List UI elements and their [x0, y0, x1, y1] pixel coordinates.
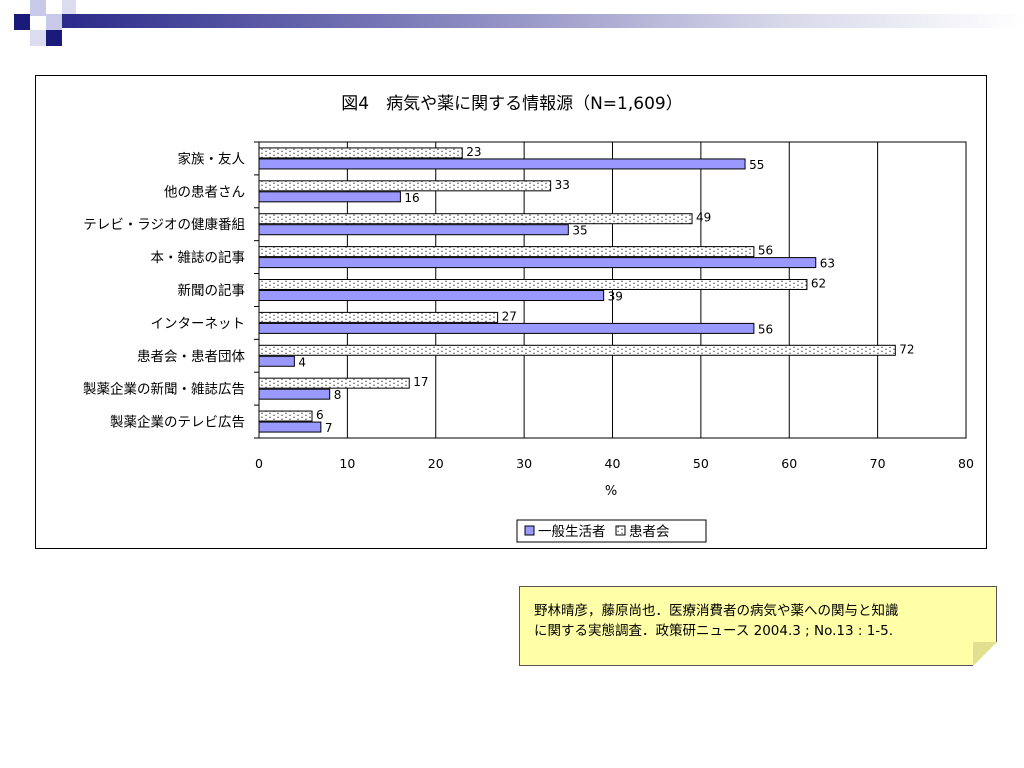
- bar-chart: 図4 病気や薬に関する情報源（N=1,609） 0 10 20 30 40 50 60 70 8…: [83, 94, 974, 543]
- data-label-ippan-8: 7: [325, 421, 333, 435]
- data-label-ippan-2: 35: [572, 224, 587, 238]
- data-label-ippan-3: 63: [820, 257, 835, 271]
- data-label-ippan-4: 39: [608, 290, 623, 304]
- category-label-5: インターネット: [151, 316, 246, 332]
- deco-square-light-3: [30, 30, 46, 46]
- category-label-0: 家族・友人: [178, 150, 246, 167]
- bar-kanjakai-8: [258, 410, 313, 422]
- note-fold-corner: [973, 642, 997, 666]
- x-tick-label-20: 20: [428, 456, 444, 471]
- bar-ippan-0: [258, 158, 746, 170]
- citation-note: 野林晴彦，藤原尚也．医療消費者の病気や薬への関与と知識 に関する実態調査．政策研…: [519, 586, 997, 666]
- bar-kanjakai-7: [258, 377, 410, 389]
- header-gradient-bar: [62, 14, 1024, 28]
- x-tick-label-30: 30: [516, 456, 532, 471]
- bar-kanjakai-0: [258, 147, 463, 159]
- x-axis-label: %: [605, 484, 617, 499]
- x-tick-label-10: 10: [339, 456, 355, 471]
- bar-kanjakai-3: [258, 246, 755, 258]
- data-label-kanjakai-8: 6: [316, 408, 324, 422]
- bar-ippan-2: [258, 224, 569, 236]
- bar-kanjakai-1: [258, 180, 552, 192]
- deco-square-light-1: [30, 0, 46, 16]
- bar-ippan-8: [258, 421, 322, 433]
- data-label-kanjakai-2: 49: [696, 211, 711, 225]
- x-tick-label-80: 80: [958, 456, 974, 471]
- category-label-3: 本・雑誌の記事: [151, 249, 246, 266]
- x-tick-label-0: 0: [255, 456, 263, 471]
- x-tick-label-70: 70: [870, 456, 886, 471]
- data-label-ippan-5: 56: [758, 322, 773, 336]
- bar-ippan-6: [258, 355, 295, 367]
- data-label-ippan-6: 4: [298, 355, 306, 369]
- legend: 一般生活者 患者会: [516, 519, 707, 543]
- chart-frame: 図4 病気や薬に関する情報源（N=1,609） 0 10 20 30 40 50 60 70 8…: [35, 75, 987, 549]
- plot-area: 0 10 20 30 40 50 60 70 80 家族・友人 23 55 他の患者さん 33 16 テレビ・…: [83, 141, 974, 471]
- bar-kanjakai-6: [258, 344, 896, 356]
- deco-square-navy-1: [14, 14, 30, 30]
- x-tick-label-50: 50: [693, 456, 709, 471]
- data-label-ippan-1: 16: [404, 191, 419, 205]
- category-label-8: 製薬企業のテレビ広告: [110, 414, 245, 431]
- category-label-7: 製薬企業の新聞・雑誌広告: [83, 381, 245, 398]
- citation-line-2: に関する実態調査．政策研ニュース 2004.3 ; No.13 : 1-5.: [534, 623, 894, 639]
- data-label-ippan-7: 8: [334, 388, 342, 402]
- citation-line-1: 野林晴彦，藤原尚也．医療消費者の病気や薬への関与と知識: [534, 603, 899, 619]
- bar-kanjakai-2: [258, 213, 693, 225]
- legend-label-0: 一般生活者: [538, 524, 606, 540]
- deco-square-light-4: [62, 0, 76, 14]
- legend-swatch-1: [615, 525, 626, 536]
- deco-square-navy-2: [46, 30, 62, 46]
- bar-ippan-5: [258, 322, 755, 334]
- x-tick-label-60: 60: [781, 456, 797, 471]
- category-label-1: 他の患者さん: [164, 184, 245, 200]
- data-label-kanjakai-6: 72: [899, 342, 914, 356]
- data-label-kanjakai-5: 27: [502, 309, 517, 323]
- bar-kanjakai-5: [258, 311, 499, 323]
- data-label-ippan-0: 55: [749, 158, 764, 172]
- bar-ippan-4: [258, 290, 605, 301]
- bar-ippan-7: [258, 388, 331, 400]
- x-tick-label-40: 40: [605, 456, 621, 471]
- bar-ippan-1: [258, 191, 401, 203]
- category-label-4: 新聞の記事: [178, 282, 246, 299]
- deco-square-light-2: [46, 14, 62, 30]
- category-label-6: 患者会・患者団体: [137, 349, 245, 365]
- legend-box: [516, 519, 707, 543]
- legend-swatch-0: [524, 525, 535, 536]
- legend-label-1: 患者会: [629, 524, 670, 540]
- data-label-kanjakai-7: 17: [413, 375, 428, 389]
- data-label-kanjakai-3: 56: [758, 244, 773, 258]
- bar-kanjakai-4: [258, 279, 808, 290]
- data-label-kanjakai-0: 23: [466, 145, 481, 159]
- data-label-kanjakai-1: 33: [555, 178, 570, 192]
- category-label-2: テレビ・ラジオの健康番組: [83, 216, 245, 233]
- data-label-kanjakai-4: 62: [811, 277, 826, 291]
- bar-ippan-3: [258, 257, 817, 269]
- chart-title: 図4 病気や薬に関する情報源（N=1,609）: [341, 94, 682, 114]
